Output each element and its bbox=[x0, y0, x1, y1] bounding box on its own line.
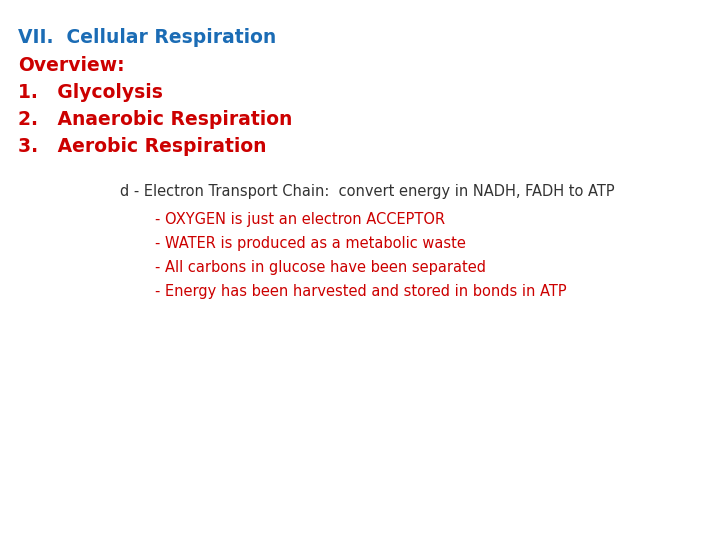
Text: - OXYGEN is just an electron ACCEPTOR: - OXYGEN is just an electron ACCEPTOR bbox=[155, 212, 445, 227]
Text: - Energy has been harvested and stored in bonds in ATP: - Energy has been harvested and stored i… bbox=[155, 284, 567, 299]
Text: - All carbons in glucose have been separated: - All carbons in glucose have been separ… bbox=[155, 260, 486, 275]
Text: 3.   Aerobic Respiration: 3. Aerobic Respiration bbox=[18, 137, 266, 156]
Text: VII.  Cellular Respiration: VII. Cellular Respiration bbox=[18, 28, 276, 47]
Text: d - Electron Transport Chain:  convert energy in NADH, FADH to ATP: d - Electron Transport Chain: convert en… bbox=[120, 184, 615, 199]
Text: - WATER is produced as a metabolic waste: - WATER is produced as a metabolic waste bbox=[155, 236, 466, 251]
Text: Overview:: Overview: bbox=[18, 56, 125, 75]
Text: 1.   Glycolysis: 1. Glycolysis bbox=[18, 83, 163, 102]
Text: 2.   Anaerobic Respiration: 2. Anaerobic Respiration bbox=[18, 110, 292, 129]
